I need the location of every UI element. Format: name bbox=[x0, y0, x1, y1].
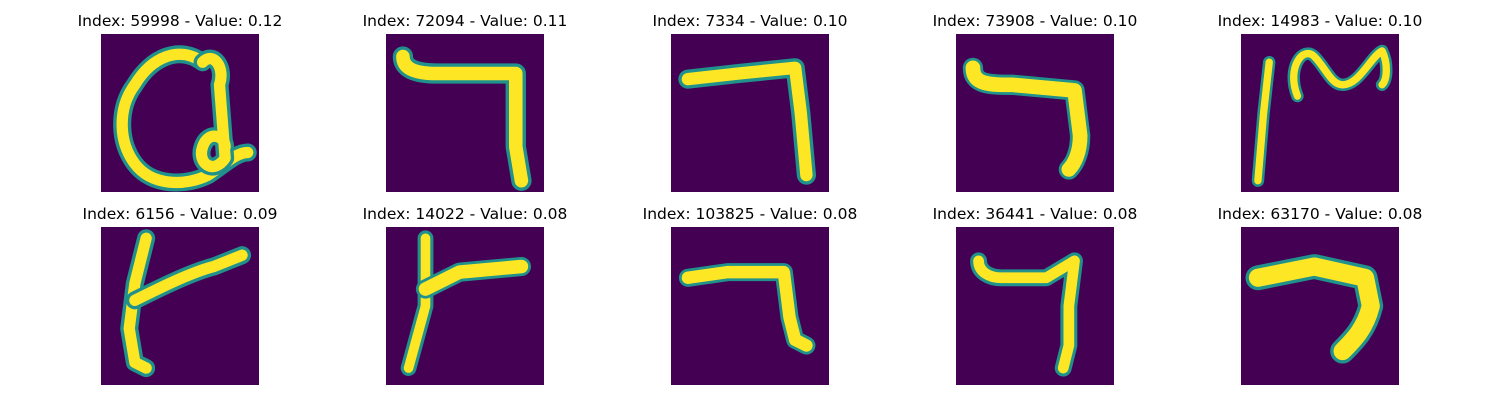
tee-character-icon bbox=[101, 227, 259, 385]
panel: Index: 73908 - Value: 0.10 bbox=[920, 12, 1150, 192]
hook-character-icon bbox=[1241, 227, 1399, 385]
tee-character-icon bbox=[386, 227, 544, 385]
panel: Index: 7334 - Value: 0.10 bbox=[635, 12, 865, 192]
panel: Index: 14022 - Value: 0.08 bbox=[350, 205, 580, 385]
panel: Index: 59998 - Value: 0.12 bbox=[65, 12, 295, 192]
panel-title: Index: 73908 - Value: 0.10 bbox=[920, 12, 1150, 30]
hook-character-icon bbox=[671, 227, 829, 385]
wave-character-icon bbox=[1241, 34, 1399, 192]
hook-character-icon bbox=[956, 227, 1114, 385]
panel: Index: 72094 - Value: 0.11 bbox=[350, 12, 580, 192]
hook-character-icon bbox=[671, 34, 829, 192]
panel: Index: 14983 - Value: 0.10 bbox=[1205, 12, 1435, 192]
panel: Index: 6156 - Value: 0.09 bbox=[65, 205, 295, 385]
panel-title: Index: 7334 - Value: 0.10 bbox=[635, 12, 865, 30]
panel-title: Index: 14983 - Value: 0.10 bbox=[1205, 12, 1435, 30]
panel-title: Index: 14022 - Value: 0.08 bbox=[350, 205, 580, 223]
panel-title: Index: 103825 - Value: 0.08 bbox=[635, 205, 865, 223]
panel: Index: 36441 - Value: 0.08 bbox=[920, 205, 1150, 385]
panel: Index: 103825 - Value: 0.08 bbox=[635, 205, 865, 385]
panel-title: Index: 59998 - Value: 0.12 bbox=[65, 12, 295, 30]
hook-character-icon bbox=[386, 34, 544, 192]
panel: Index: 63170 - Value: 0.08 bbox=[1205, 205, 1435, 385]
hook-character-icon bbox=[956, 34, 1114, 192]
loop-character-icon bbox=[101, 34, 259, 192]
panel-title: Index: 36441 - Value: 0.08 bbox=[920, 205, 1150, 223]
panel-title: Index: 6156 - Value: 0.09 bbox=[65, 205, 295, 223]
panel-title: Index: 63170 - Value: 0.08 bbox=[1205, 205, 1435, 223]
panel-title: Index: 72094 - Value: 0.11 bbox=[350, 12, 580, 30]
